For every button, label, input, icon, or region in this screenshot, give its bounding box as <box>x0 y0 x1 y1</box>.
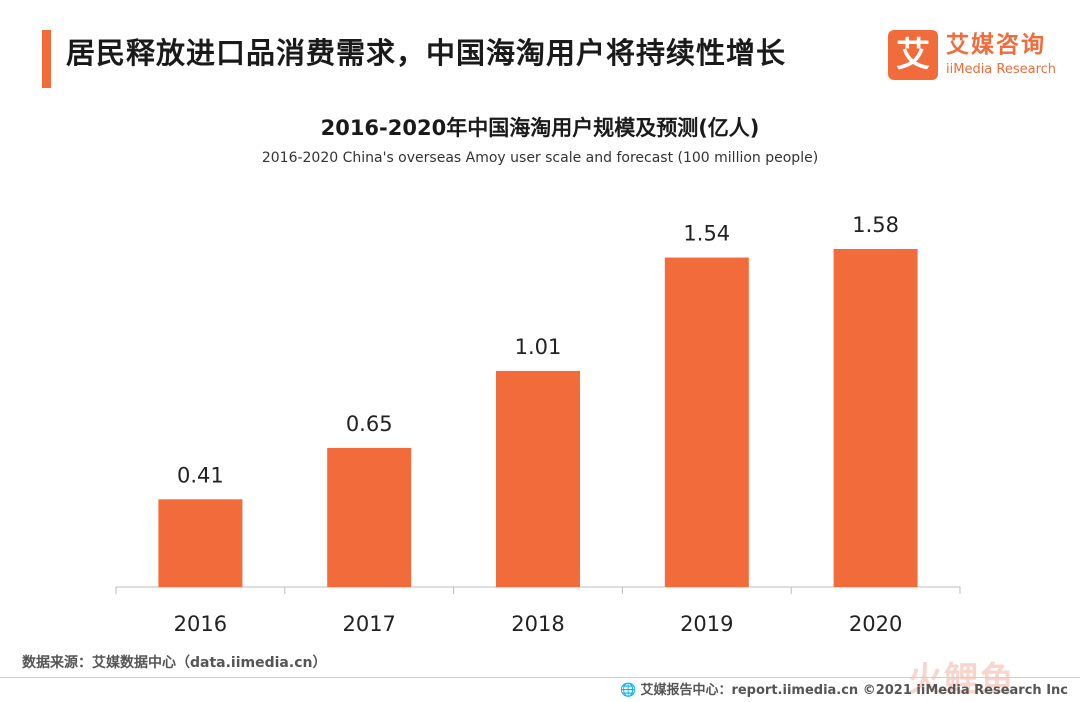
bar-2017 <box>327 447 412 587</box>
bar-2020 <box>833 249 918 587</box>
chart-subtitle: 2016-2020 China's overseas Amoy user sca… <box>261 150 819 166</box>
watermark: 火鲤鱼 <box>908 660 1016 700</box>
logo-mark-icon: 艾 <box>888 30 938 80</box>
bar-2016 <box>158 499 243 587</box>
x-tick-label-2017: 2017 <box>342 612 395 636</box>
chart-title: 2016-2020年中国海淘用户规模及预测(亿人) <box>320 116 760 140</box>
data-label-2018: 1.01 <box>515 335 562 359</box>
globe-icon: 🌐 <box>620 683 637 698</box>
bar-2018 <box>496 370 580 587</box>
page-title: 居民释放进口品消费需求，中国海淘用户将持续性增长 <box>66 36 787 70</box>
data-label-2016: 0.41 <box>177 463 224 487</box>
bar-2019 <box>664 257 749 587</box>
logo-text-en: iiMedia Research <box>946 62 1057 77</box>
x-tick-label-2018: 2018 <box>511 612 564 636</box>
footer-credit: 🌐 艾媒报告中心：report.iimedia.cn ©2021 iiMedia … <box>620 679 1068 698</box>
logo-text-cn: 艾媒咨询 <box>946 32 1046 58</box>
x-tick-label-2016: 2016 <box>174 612 227 636</box>
data-label-2019: 1.54 <box>683 222 730 246</box>
data-label-2020: 1.58 <box>852 213 899 237</box>
title-accent-bar <box>42 30 51 88</box>
x-tick-label-2020: 2020 <box>849 612 902 636</box>
data-label-2017: 0.65 <box>346 412 393 436</box>
footer-report-text: 艾媒报告中心：report.iimedia.cn ©2021 iiMedia R… <box>640 683 1068 698</box>
x-tick-label-2019: 2019 <box>680 612 733 636</box>
data-source-note: 数据来源：艾媒数据中心（data.iimedia.cn） <box>22 655 327 671</box>
brand-logo: 艾 艾媒咨询 iiMedia Research <box>888 30 1068 82</box>
footer-divider <box>0 677 1080 678</box>
